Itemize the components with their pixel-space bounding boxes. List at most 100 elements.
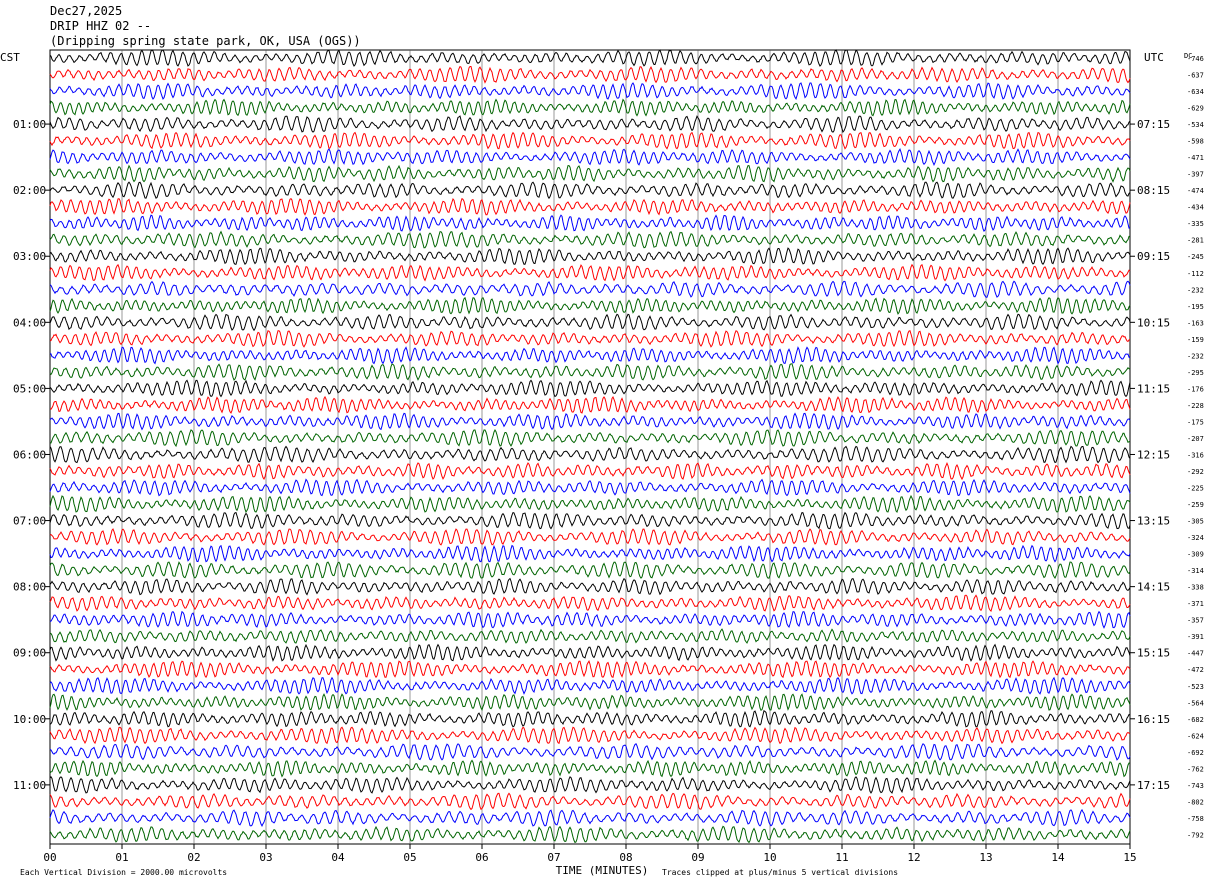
x-tick-label: 10	[763, 851, 776, 864]
dc-offset-label: -564	[1187, 699, 1204, 707]
x-tick-label: 03	[259, 851, 272, 864]
cst-hour-label: 07:00	[13, 515, 46, 528]
dc-offset-label: -802	[1187, 798, 1204, 806]
dc-offset-label: -232	[1187, 286, 1204, 294]
seismic-trace	[49, 577, 1131, 596]
x-tick-label: 06	[475, 851, 488, 864]
seismic-trace	[49, 643, 1131, 662]
dc-offset-label: -471	[1187, 154, 1204, 162]
seismic-trace	[49, 710, 1131, 728]
utc-hour-label: 11:15	[1137, 382, 1170, 395]
dc-offset-label: -434	[1187, 204, 1204, 212]
seismic-trace	[49, 131, 1131, 150]
x-tick-label: 13	[979, 851, 992, 864]
plot-date: Dec27,2025	[50, 4, 123, 18]
dc-offset-label: -259	[1187, 501, 1204, 509]
dc-offset-label: -523	[1187, 683, 1204, 691]
dc-offset-label: -338	[1187, 584, 1204, 592]
seismic-trace	[49, 428, 1131, 448]
dc-offset-label: -357	[1187, 617, 1204, 625]
dc-offset-label: -598	[1187, 138, 1204, 146]
dc-offset-label: -292	[1187, 468, 1204, 476]
dc-offset-label: -534	[1187, 121, 1204, 129]
dc-offset-label: -474	[1187, 187, 1204, 195]
seismic-trace	[49, 743, 1131, 761]
seismic-trace	[49, 181, 1131, 200]
seismic-trace	[49, 660, 1131, 679]
dc-offset-label: -176	[1187, 385, 1204, 393]
utc-hour-label: 13:15	[1137, 515, 1170, 528]
dc-offset-label: -159	[1187, 336, 1204, 344]
dc-offset-label: -637	[1187, 72, 1204, 80]
seismic-trace	[49, 296, 1131, 315]
seismic-trace	[49, 313, 1131, 332]
seismic-trace	[49, 164, 1131, 183]
seismic-trace	[49, 412, 1131, 431]
seismic-trace	[49, 528, 1131, 546]
dc-offset-label: -746	[1187, 55, 1204, 63]
utc-hour-label: 09:15	[1137, 250, 1170, 263]
dc-offset-label: -391	[1187, 633, 1204, 641]
x-tick-label: 00	[43, 851, 56, 864]
dc-offset-label: -281	[1187, 237, 1204, 245]
dc-label: DC	[1184, 52, 1192, 60]
dc-offset-label: -692	[1187, 749, 1204, 757]
seismic-trace	[49, 726, 1131, 745]
seismic-trace	[49, 610, 1131, 629]
x-tick-label: 12	[907, 851, 920, 864]
seismic-trace	[49, 346, 1131, 365]
utc-hour-label: 08:15	[1137, 184, 1170, 197]
x-tick-label: 04	[331, 851, 345, 864]
dc-offset-label: -762	[1187, 765, 1204, 773]
seismic-trace	[49, 462, 1131, 481]
dc-offset-label: -245	[1187, 253, 1204, 261]
seismic-trace	[49, 280, 1131, 298]
utc-hour-label: 14:15	[1137, 581, 1170, 594]
vertical-division-note: Each Vertical Division = 2000.00 microvo…	[20, 868, 228, 877]
dc-offset-label: -163	[1187, 319, 1204, 327]
seismic-trace	[49, 478, 1131, 497]
dc-offset-label: -225	[1187, 485, 1204, 493]
cst-hour-label: 02:00	[13, 184, 46, 197]
dc-offset-label: -397	[1187, 171, 1204, 179]
utc-hour-label: 15:15	[1137, 647, 1170, 660]
seismic-trace	[49, 776, 1131, 794]
seismic-trace	[49, 808, 1131, 828]
seismic-trace	[49, 82, 1131, 100]
utc-hour-label: 07:15	[1137, 118, 1170, 131]
x-axis-label: TIME (MINUTES)	[556, 864, 649, 877]
seismic-trace	[49, 363, 1131, 381]
station-location: (Dripping spring state park, OK, USA (OG…	[50, 34, 361, 48]
seismic-trace	[49, 263, 1131, 282]
seismic-trace	[49, 594, 1131, 613]
cst-hour-label: 08:00	[13, 581, 46, 594]
seismic-trace	[49, 98, 1131, 117]
cst-hour-label: 03:00	[13, 250, 46, 263]
dc-offset-label: -472	[1187, 666, 1204, 674]
x-tick-label: 15	[1123, 851, 1136, 864]
utc-hour-label: 17:15	[1137, 779, 1170, 792]
x-tick-label: 14	[1051, 851, 1065, 864]
utc-label: UTC	[1144, 51, 1164, 64]
seismic-trace	[49, 214, 1131, 233]
dc-offset-label: -207	[1187, 435, 1204, 443]
seismic-trace	[49, 148, 1131, 167]
seismic-trace	[49, 230, 1130, 249]
dc-offset-label: -228	[1187, 402, 1204, 410]
cst-hour-label: 09:00	[13, 647, 46, 660]
seismic-trace	[49, 676, 1131, 695]
x-tick-label: 07	[547, 851, 560, 864]
seismic-trace	[49, 445, 1131, 464]
x-tick-label: 02	[187, 851, 200, 864]
x-tick-label: 05	[403, 851, 416, 864]
dc-offset-label: -295	[1187, 369, 1204, 377]
seismic-trace	[49, 544, 1131, 563]
x-tick-label: 09	[691, 851, 704, 864]
seismic-trace	[49, 628, 1131, 644]
dc-offset-label: -682	[1187, 716, 1204, 724]
dc-offset-label: -175	[1187, 418, 1204, 426]
cst-hour-label: 06:00	[13, 448, 46, 461]
seismic-trace	[49, 561, 1131, 579]
dc-offset-label: -743	[1187, 782, 1204, 790]
